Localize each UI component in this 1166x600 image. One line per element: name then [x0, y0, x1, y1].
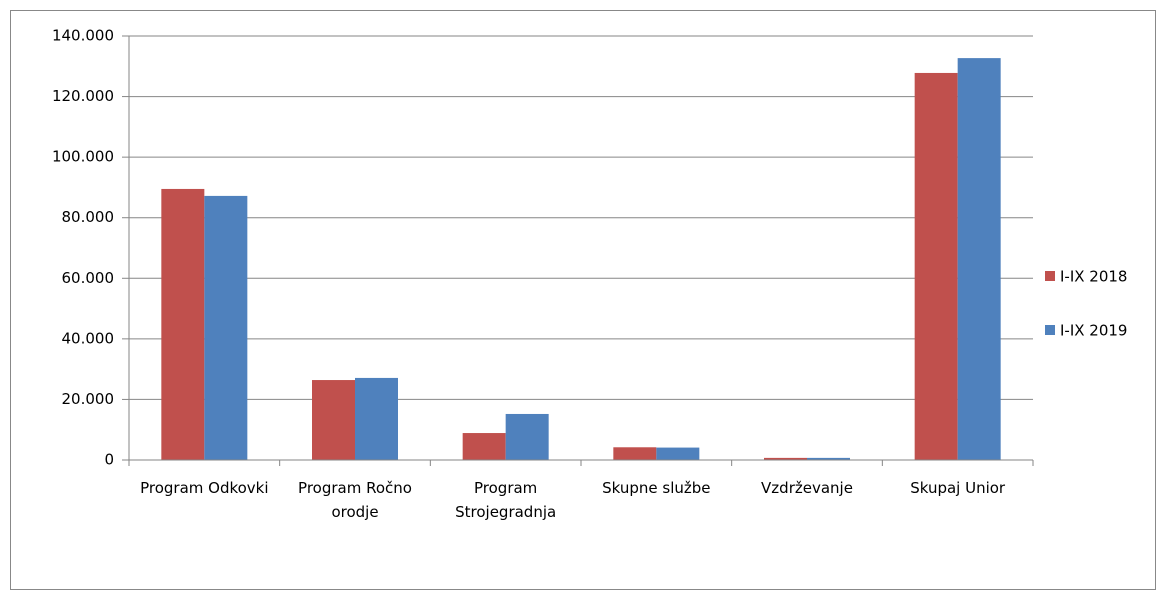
x-tick-label: Skupaj Unior — [910, 479, 1006, 497]
x-tick-label: Skupne službe — [602, 479, 711, 497]
bar — [656, 447, 700, 460]
legend-label: I-IX 2019 — [1060, 322, 1127, 340]
bar — [204, 195, 248, 460]
bar — [914, 72, 958, 460]
y-tick-label: 60.000 — [62, 269, 115, 287]
y-tick-label: 20.000 — [62, 390, 115, 408]
bar — [312, 380, 355, 460]
bar — [505, 413, 549, 460]
y-tick-label: 0 — [104, 451, 114, 469]
y-tick-label: 80.000 — [62, 208, 115, 226]
bar — [462, 433, 506, 460]
y-tick-label: 140.000 — [52, 27, 114, 45]
x-tick-label: Program Ročno orodje — [298, 479, 412, 521]
y-tick-label: 100.000 — [52, 148, 114, 166]
bar — [807, 457, 850, 460]
bar — [355, 377, 398, 460]
bar — [957, 58, 1001, 460]
legend-swatch — [1045, 325, 1055, 335]
bar — [764, 457, 807, 460]
y-tick-label: 120.000 — [52, 87, 114, 105]
x-tick-label: Vzdrževanje — [761, 479, 853, 497]
legend-label: I-IX 2018 — [1060, 268, 1127, 286]
x-tick-label: Program Strojegradnja — [455, 479, 557, 521]
y-tick-label: 40.000 — [62, 329, 115, 347]
bar — [161, 188, 205, 460]
x-tick-label: Program Odkovki — [140, 479, 269, 497]
legend-swatch — [1045, 271, 1055, 281]
bar — [613, 447, 657, 460]
